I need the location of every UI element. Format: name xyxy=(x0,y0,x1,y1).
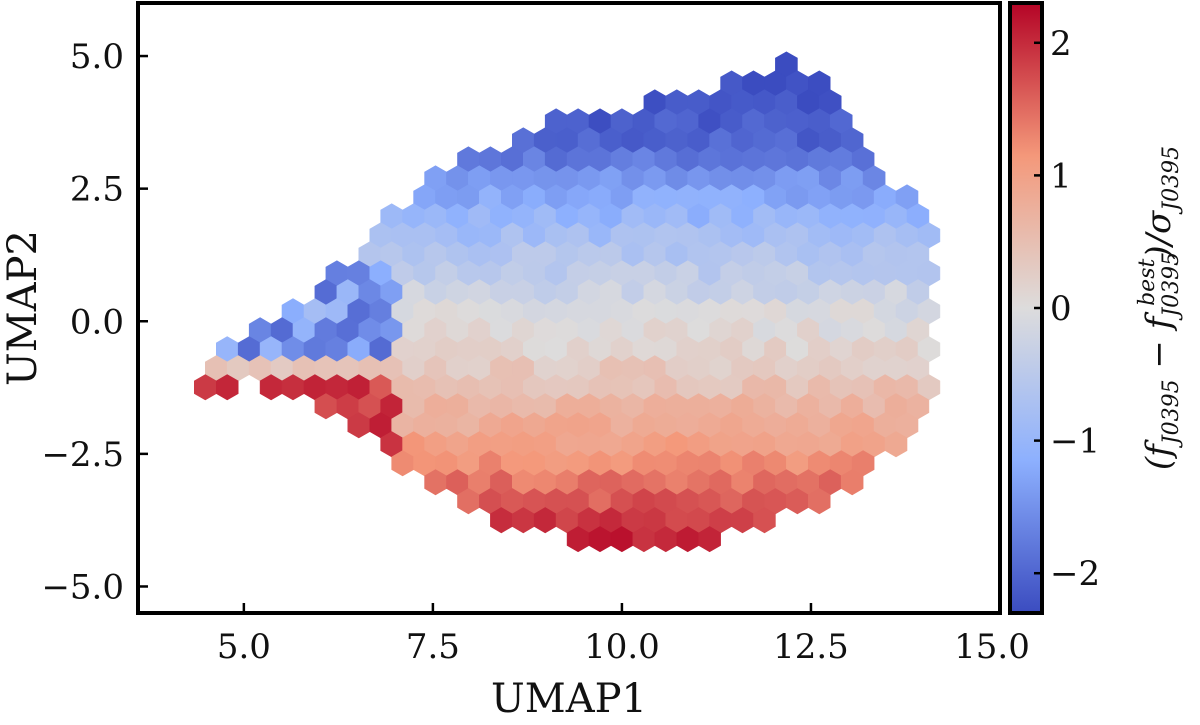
hex-cell xyxy=(840,469,864,496)
colorbar-ticks: −2 −1 0 1 2 xyxy=(1034,24,1100,594)
hex-cell xyxy=(807,488,831,515)
colorbar-tick-label: −2 xyxy=(1050,554,1100,594)
hex-cell xyxy=(753,507,776,534)
x-axis-label: UMAP1 xyxy=(491,676,647,722)
y-tick-label: 2.5 xyxy=(70,170,124,210)
y-axis: −5.0 −2.5 0.0 2.5 5.0 xyxy=(41,37,148,607)
y-tick-label: −5.0 xyxy=(41,567,124,607)
y-tick-label: 5.0 xyxy=(70,37,124,77)
plot-frame xyxy=(136,1,1002,615)
colorbar-tick-label: −1 xyxy=(1050,422,1100,462)
hex-cell xyxy=(884,431,908,458)
colorbar-tick-label: 1 xyxy=(1050,156,1072,196)
colorbar-tick-label: 2 xyxy=(1050,24,1072,64)
y-tick-label: 0.0 xyxy=(70,302,124,342)
colorbar-label: (fJ0395 − fJ0395best)/σJ0395 xyxy=(1135,146,1184,470)
x-tick-label: 12.5 xyxy=(773,627,849,667)
x-tick-label: 10.0 xyxy=(584,627,660,667)
y-tick-label: −2.5 xyxy=(41,435,124,475)
colorbar-tick-label: 0 xyxy=(1050,289,1072,329)
x-tick-label: 15.0 xyxy=(954,627,1030,667)
hex-cell xyxy=(216,374,239,401)
hexbin-cells xyxy=(194,51,941,553)
x-tick-label: 7.5 xyxy=(406,627,460,667)
y-axis-label: UMAP2 xyxy=(0,230,46,386)
x-axis: 5.0 7.5 10.0 12.5 15.0 xyxy=(217,603,1030,667)
x-tick-label: 5.0 xyxy=(217,627,271,667)
hex-cell xyxy=(698,526,721,553)
